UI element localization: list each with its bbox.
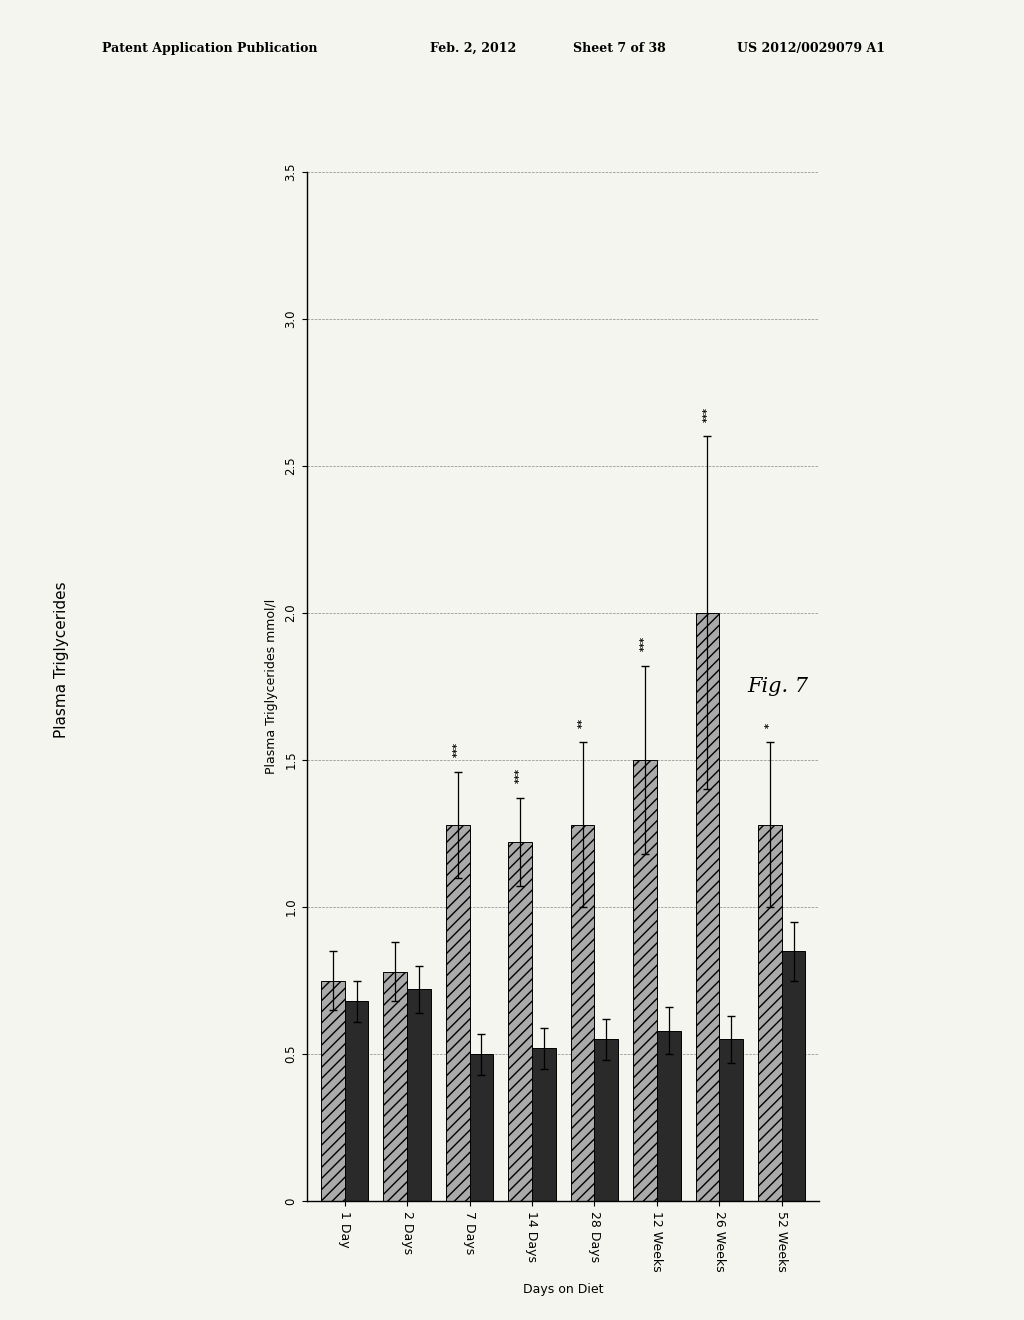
Bar (445, 825, 470, 1201)
Text: ***: *** (640, 636, 650, 651)
Text: ***: *** (515, 768, 525, 784)
Bar (594, 1039, 618, 1201)
Bar (470, 1055, 494, 1201)
Bar (758, 825, 781, 1201)
Y-axis label: Plasma Triglycerides mmol/l: Plasma Triglycerides mmol/l (264, 599, 278, 774)
Bar (695, 612, 719, 1201)
Text: Patent Application Publication: Patent Application Publication (102, 42, 317, 55)
Text: *: * (765, 722, 775, 727)
Text: Fig. 7: Fig. 7 (748, 677, 809, 696)
Bar (408, 990, 431, 1201)
Bar (508, 842, 532, 1201)
Bar (532, 1048, 556, 1201)
Bar (321, 981, 345, 1201)
Bar (781, 952, 806, 1201)
Bar (633, 760, 656, 1201)
Text: US 2012/0029079 A1: US 2012/0029079 A1 (737, 42, 886, 55)
X-axis label: Days on Diet: Days on Diet (523, 1283, 603, 1296)
Bar (656, 1031, 681, 1201)
Text: Sheet 7 of 38: Sheet 7 of 38 (573, 42, 667, 55)
Text: Feb. 2, 2012: Feb. 2, 2012 (430, 42, 516, 55)
Bar (570, 825, 594, 1201)
Bar (345, 1001, 369, 1201)
Text: ***: *** (702, 407, 713, 421)
Text: **: ** (578, 718, 588, 727)
Bar (383, 972, 408, 1201)
Text: Plasma Triglycerides: Plasma Triglycerides (54, 582, 69, 738)
Bar (719, 1039, 743, 1201)
Text: ***: *** (453, 742, 463, 756)
